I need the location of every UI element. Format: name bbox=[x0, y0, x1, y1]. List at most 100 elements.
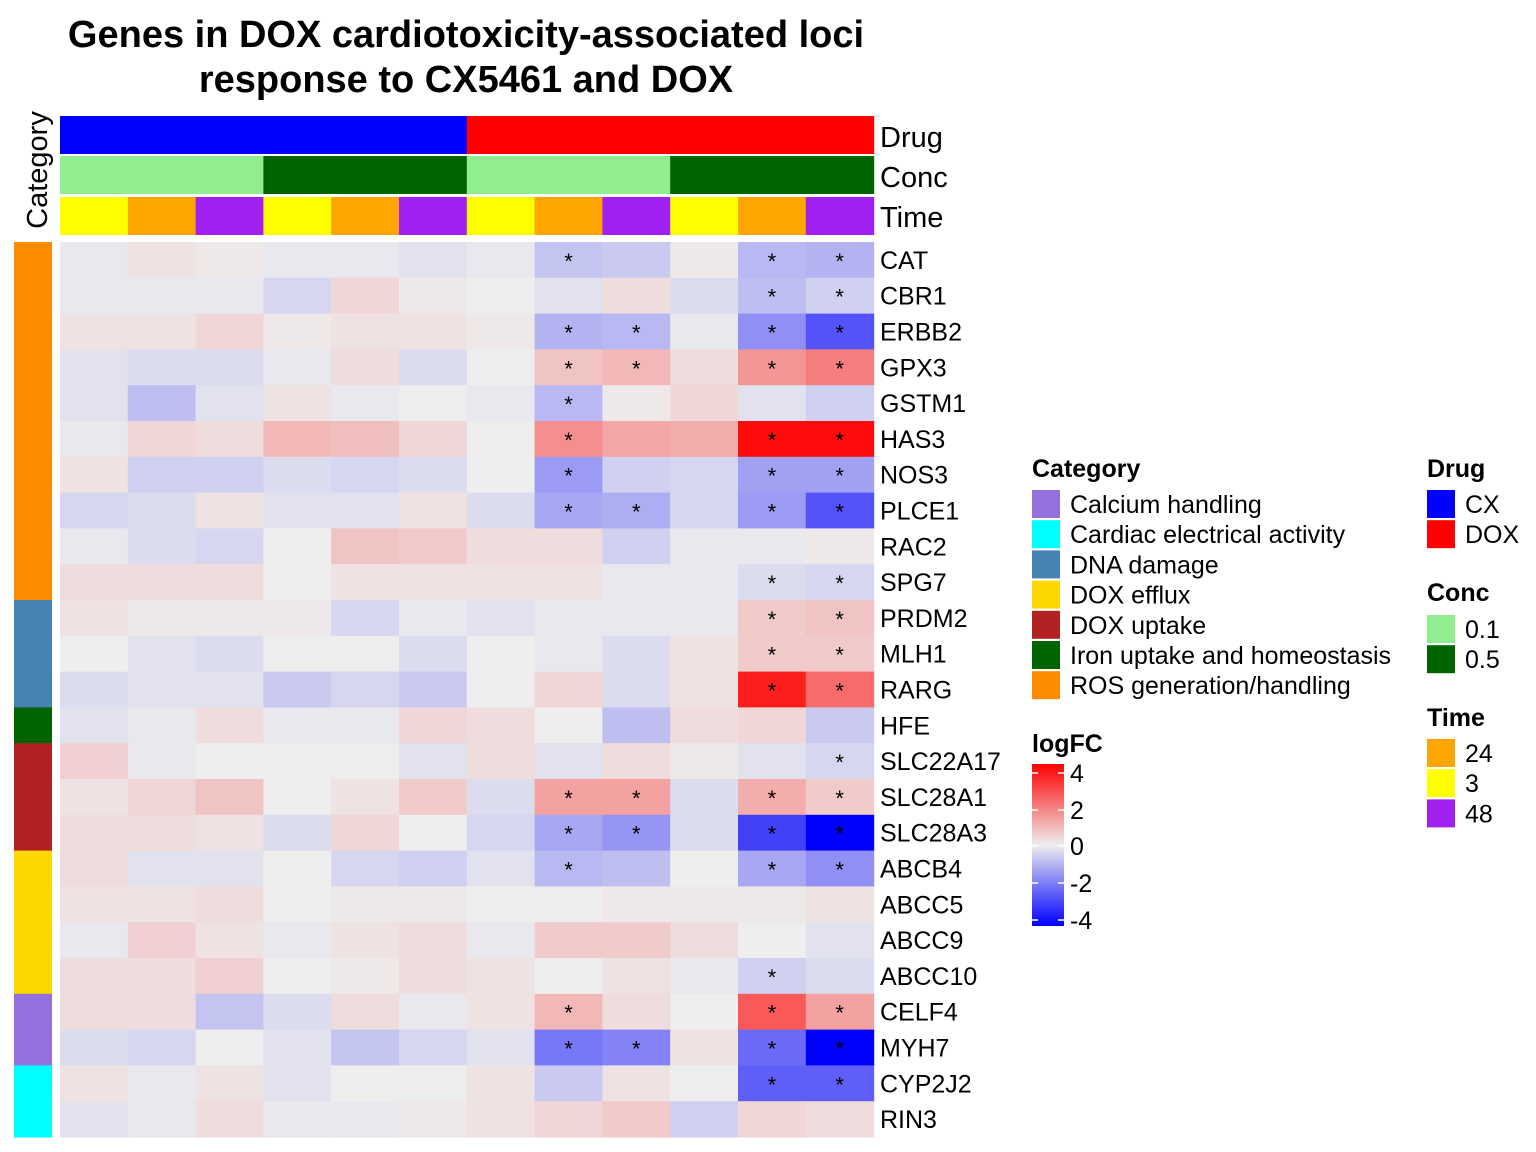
heatmap-cell bbox=[60, 671, 129, 708]
chart-title-line2: response to CX5461 and DOX bbox=[199, 59, 734, 101]
time-legend-title: Time bbox=[1427, 704, 1485, 732]
heatmap-cell bbox=[805, 349, 875, 386]
time-annotation-cell bbox=[399, 197, 468, 235]
heatmap-cell bbox=[263, 743, 332, 780]
drug-annotation-cell bbox=[263, 116, 332, 154]
significance-star: * bbox=[768, 464, 777, 489]
heatmap-cell bbox=[263, 421, 332, 458]
heatmap-cell bbox=[602, 814, 671, 852]
significance-star: * bbox=[835, 1001, 844, 1026]
time-annotation-cell bbox=[466, 197, 536, 235]
time-legend-label: 24 bbox=[1465, 740, 1493, 768]
significance-star: * bbox=[768, 249, 777, 274]
significance-star: * bbox=[768, 1001, 777, 1026]
heatmap-cell bbox=[399, 1065, 468, 1102]
heatmap-cell bbox=[602, 277, 671, 315]
heatmap-cell bbox=[738, 814, 807, 852]
heatmap-cell bbox=[738, 635, 807, 673]
heatmap-cell bbox=[263, 277, 332, 315]
significance-star: * bbox=[768, 607, 777, 632]
logfc-tick-label: 4 bbox=[1070, 760, 1084, 788]
category-annotation-cell bbox=[14, 707, 52, 744]
heatmap-cell bbox=[331, 743, 400, 780]
heatmap-cell bbox=[399, 635, 468, 673]
category-annotation-cell bbox=[14, 277, 52, 315]
time-annotation-cell bbox=[263, 197, 332, 235]
heatmap-cell bbox=[466, 313, 536, 350]
heatmap-cell bbox=[534, 1101, 603, 1138]
heatmap-cell bbox=[602, 850, 671, 887]
heatmap-cell bbox=[805, 600, 875, 637]
heatmap-cell bbox=[127, 635, 197, 673]
heatmap-cell bbox=[534, 313, 603, 350]
conc-legend-label: 0.5 bbox=[1465, 646, 1500, 674]
conc-legend-swatch bbox=[1427, 615, 1455, 643]
heatmap-cell bbox=[534, 492, 603, 529]
heatmap-cell bbox=[534, 564, 603, 601]
gene-label: GSTM1 bbox=[880, 390, 966, 418]
heatmap-cell bbox=[534, 600, 603, 637]
significance-star: * bbox=[835, 679, 844, 704]
category-legend-swatch bbox=[1032, 641, 1060, 669]
time-annotation-cell bbox=[670, 197, 739, 235]
heatmap-cell bbox=[466, 814, 536, 852]
heatmap-cell bbox=[534, 1065, 603, 1102]
heatmap-cell bbox=[263, 993, 332, 1031]
conc-annotation-cell bbox=[670, 156, 739, 194]
significance-star: * bbox=[632, 1037, 641, 1062]
significance-star: * bbox=[564, 786, 573, 811]
heatmap-cell bbox=[670, 993, 739, 1031]
heatmap-cell bbox=[805, 743, 875, 780]
significance-star: * bbox=[564, 392, 573, 417]
heatmap-cell bbox=[195, 671, 264, 708]
significance-star: * bbox=[835, 1037, 844, 1062]
heatmap-cell bbox=[534, 814, 603, 852]
time-legend-swatch bbox=[1427, 739, 1455, 767]
time-legend-label: 3 bbox=[1465, 770, 1479, 798]
heatmap-cell bbox=[195, 850, 264, 887]
heatmap-cell bbox=[534, 349, 603, 386]
conc-legend-swatch bbox=[1427, 645, 1455, 674]
heatmap-cell bbox=[263, 958, 332, 995]
heatmap-cell bbox=[263, 492, 332, 529]
heatmap-cell bbox=[331, 421, 400, 458]
gene-label: RAC2 bbox=[880, 533, 947, 561]
significance-star: * bbox=[835, 822, 844, 847]
category-annotation-bar bbox=[14, 242, 52, 1138]
heatmap-cell bbox=[602, 492, 671, 529]
heatmap-cell bbox=[738, 421, 807, 458]
category-annotation-cell bbox=[14, 993, 52, 1031]
heatmap-cell bbox=[195, 313, 264, 350]
significance-star: * bbox=[768, 1037, 777, 1062]
heatmap-cell bbox=[805, 958, 875, 995]
category-annotation-cell bbox=[14, 779, 52, 816]
category-annotation-cell bbox=[14, 1029, 52, 1066]
heatmap-cell bbox=[670, 886, 739, 923]
heatmap-cell bbox=[331, 456, 400, 494]
heatmap-cell bbox=[738, 492, 807, 529]
heatmap-cell bbox=[331, 779, 400, 816]
category-annotation-cell bbox=[14, 242, 52, 279]
heatmap-cell bbox=[331, 850, 400, 887]
significance-star: * bbox=[768, 679, 777, 704]
heatmap-cell bbox=[263, 564, 332, 601]
conc-annotation-cell bbox=[263, 156, 332, 194]
heatmap-cell bbox=[602, 385, 671, 422]
gene-label: CYP2J2 bbox=[880, 1070, 972, 1098]
heatmap-cell bbox=[738, 850, 807, 887]
heatmap-cell bbox=[127, 564, 197, 601]
category-legend-label: Cardiac electrical activity bbox=[1070, 521, 1346, 549]
gene-label: PRDM2 bbox=[880, 605, 968, 633]
heatmap-cell bbox=[263, 1065, 332, 1102]
heatmap-cell bbox=[127, 922, 197, 959]
heatmap-cell bbox=[602, 421, 671, 458]
heatmap-cell bbox=[60, 456, 129, 494]
gene-label: RARG bbox=[880, 677, 952, 705]
heatmap-cell bbox=[738, 242, 807, 279]
heatmap-cell bbox=[466, 1101, 536, 1138]
heatmap-cell bbox=[399, 385, 468, 422]
heatmap-cell bbox=[805, 528, 875, 565]
heatmap-cell bbox=[60, 421, 129, 458]
heatmap-cell bbox=[670, 456, 739, 494]
